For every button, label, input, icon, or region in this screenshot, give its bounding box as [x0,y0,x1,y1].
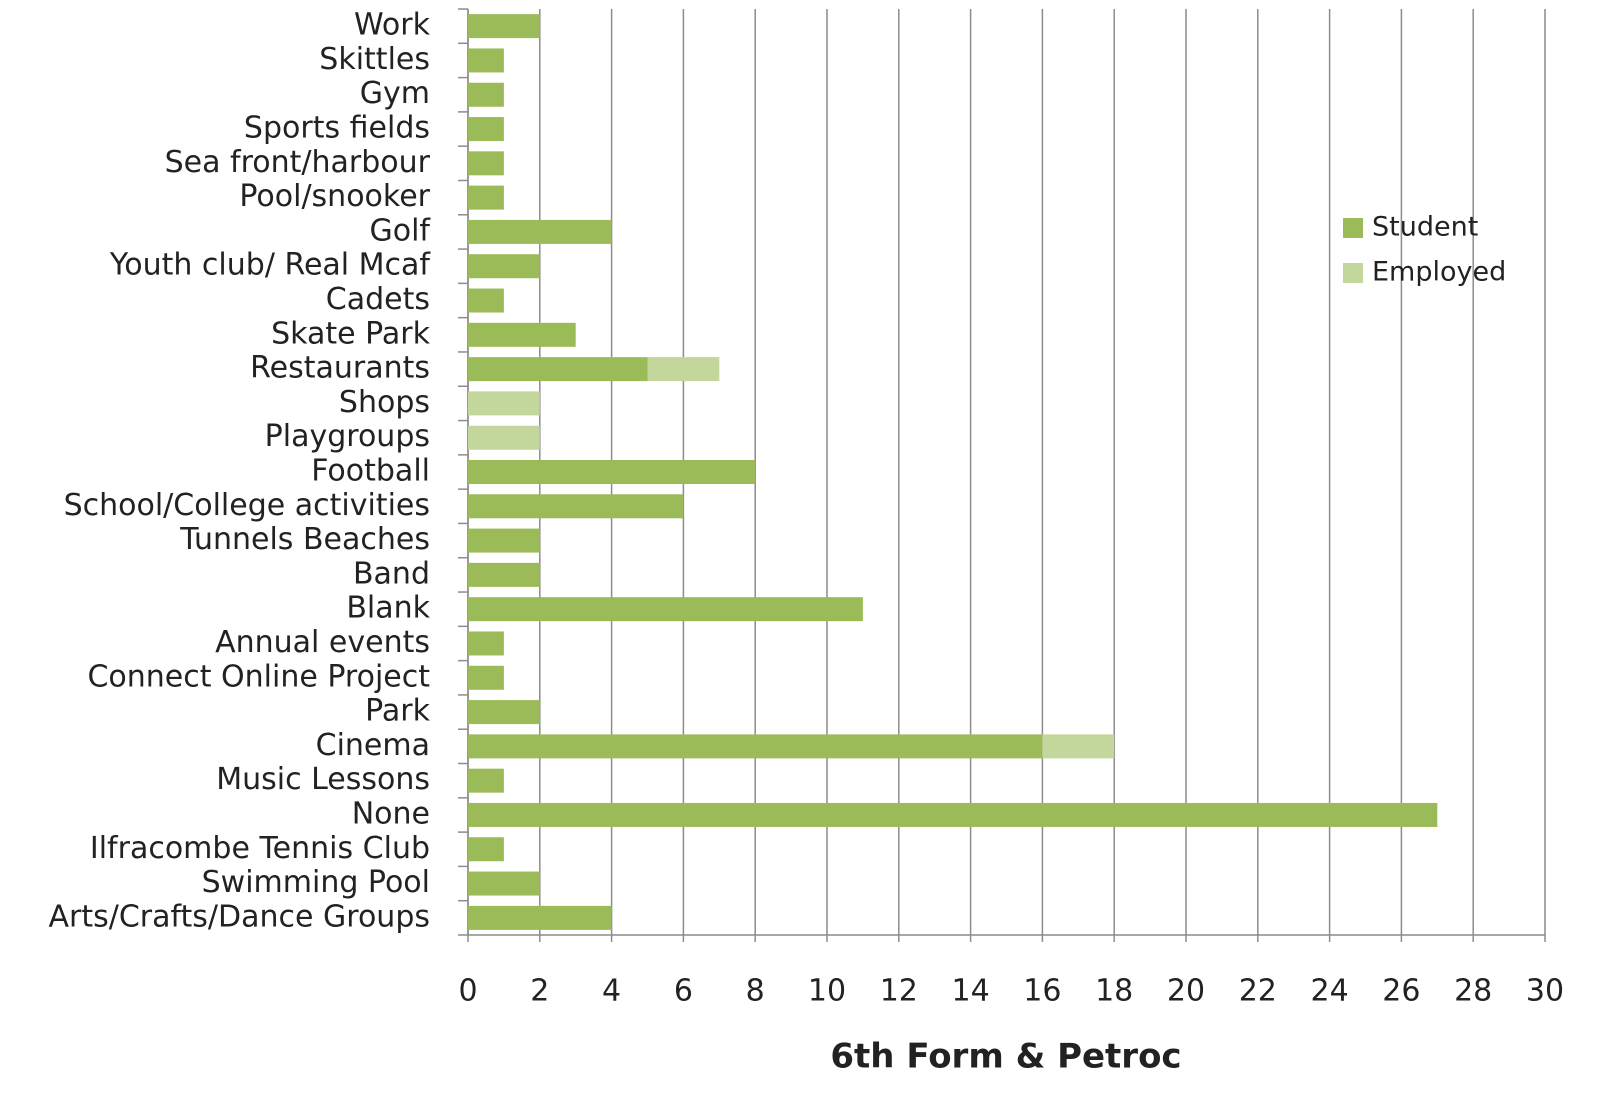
y-tick-label: Band [353,556,430,591]
bar [468,460,756,484]
y-tick-label: Ilfracombe Tennis Club [90,831,430,866]
bar [468,82,504,107]
bar [468,48,504,73]
legend-swatch [1343,218,1363,238]
x-tick-label: 14 [952,974,990,1009]
bar [468,494,684,519]
bar [468,768,504,793]
y-tick-label: Sea front/harbour [165,145,431,180]
y-tick-label: Pool/snooker [239,179,430,214]
x-tick-label: 20 [1167,974,1205,1009]
y-tick-label: Football [311,454,430,489]
bar [468,631,504,656]
legend-label: Student [1372,212,1478,243]
bar [468,219,612,244]
y-tick-label: Arts/Crafts/Dance Groups [48,899,430,934]
legend-label: Employed [1372,257,1506,288]
y-tick-label: Skate Park [271,316,430,351]
bar [468,391,540,416]
bar [647,357,720,382]
y-tick-label: Shops [339,385,430,420]
bar [468,597,863,622]
bar [468,905,612,930]
y-tick-label: School/College activities [64,488,430,523]
bar [468,185,504,210]
x-tick-label: 12 [880,974,918,1009]
y-tick-label: Annual events [215,625,430,660]
bar [468,117,504,142]
y-tick-label: Tunnels Beaches [179,522,430,557]
bar [468,837,504,862]
x-tick-label: 8 [746,974,765,1009]
x-tick-label: 30 [1526,974,1564,1009]
bar [468,802,1438,827]
bar [468,425,540,450]
y-tick-label: Cadets [326,282,430,317]
bar [1042,734,1115,759]
bar [468,665,504,690]
y-tick-label: Golf [370,213,432,248]
bar [468,700,540,725]
y-tick-label: Blank [346,591,430,626]
bar [468,871,540,896]
y-tick-label: Sports fields [244,111,430,146]
y-tick-label: Cinema [316,728,430,763]
x-tick-label: 28 [1454,974,1492,1009]
x-tick-label: 0 [458,974,477,1009]
x-tick-label: 18 [1095,974,1133,1009]
y-tick-label: Youth club/ Real Mcaf [109,248,432,283]
y-tick-label: Swimming Pool [202,865,430,900]
y-tick-label: Gym [360,76,430,111]
x-tick-label: 6 [674,974,693,1009]
y-tick-label: None [352,796,430,831]
x-tick-label: 2 [530,974,549,1009]
x-tick-label: 24 [1311,974,1349,1009]
x-tick-label: 4 [602,974,621,1009]
bar [468,734,1043,759]
x-tick-label: 16 [1023,974,1061,1009]
bar [468,14,540,39]
x-axis-title: 6th Form & Petroc [830,1037,1181,1077]
y-tick-label: Park [365,694,430,729]
bar [468,151,504,176]
y-tick-label: Work [354,8,431,43]
bar [468,528,540,553]
bar [468,562,540,587]
bar [468,254,540,279]
bar [468,357,648,382]
y-tick-label: Connect Online Project [87,659,430,694]
y-tick-label: Skittles [319,42,430,77]
x-tick-label: 26 [1382,974,1420,1009]
bar [468,322,576,347]
y-tick-label: Restaurants [250,351,430,386]
x-tick-label: 22 [1239,974,1277,1009]
x-tick-label: 10 [808,974,846,1009]
y-tick-label: Playgroups [265,419,430,454]
y-tick-label: Music Lessons [216,762,430,797]
bar [468,288,504,313]
legend-swatch [1343,263,1363,283]
